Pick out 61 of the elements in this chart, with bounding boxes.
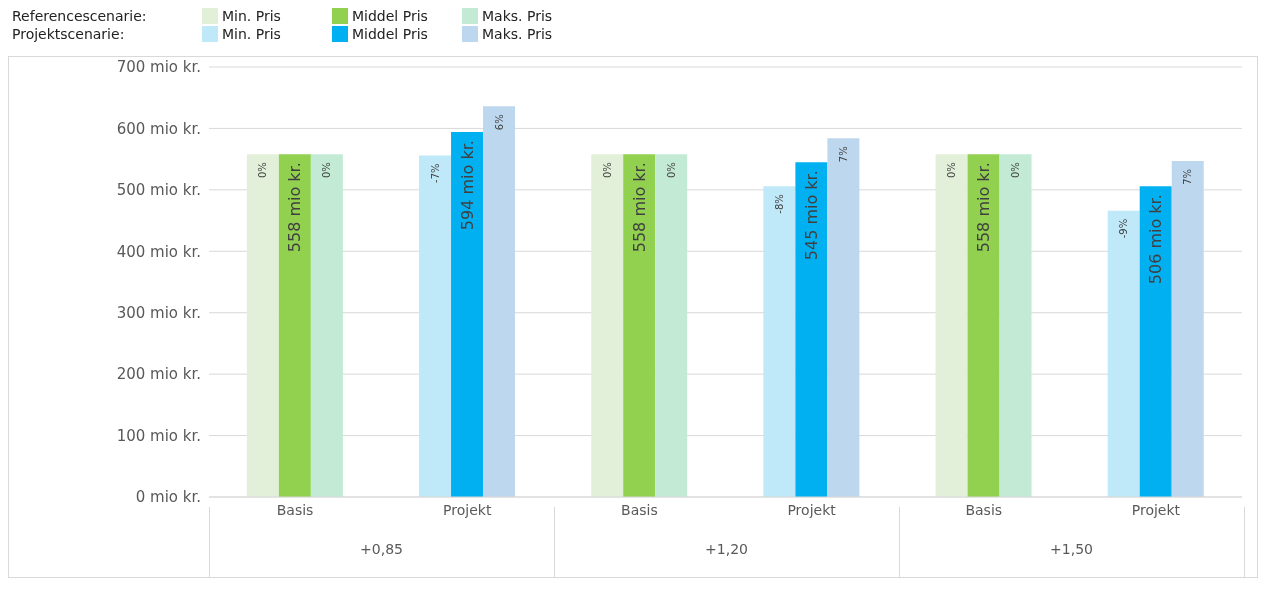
- annotation: 0%: [665, 162, 677, 179]
- x-tick-label: Basis: [621, 501, 658, 518]
- bar: [795, 162, 828, 497]
- annotation: -8%: [773, 194, 785, 214]
- x-tick-label: Projekt: [787, 501, 837, 518]
- x-tick-label: Projekt: [443, 501, 492, 518]
- x-tick-label: Projekt: [1131, 501, 1181, 518]
- annotation: -9%: [1118, 218, 1130, 239]
- y-tick-label: 100 mio kr.: [116, 426, 201, 445]
- annotation: 0%: [601, 162, 613, 179]
- annotation: 0%: [257, 162, 269, 179]
- bar: [655, 154, 688, 497]
- text: Referencescenarie:: [12, 8, 148, 24]
- data-label: 594 mio kr.: [457, 140, 477, 231]
- legend-label: Middel Pris: [352, 8, 428, 24]
- data-label: 558 mio kr.: [629, 162, 649, 253]
- text: +1,20: [704, 541, 749, 557]
- y-tick-label: 600 mio kr.: [116, 119, 201, 138]
- annotation: 6%: [493, 114, 505, 131]
- bar: [827, 138, 860, 497]
- annotation: 7%: [1182, 168, 1194, 185]
- bar: [999, 154, 1032, 497]
- y-tick-label: 400 mio kr.: [116, 242, 201, 261]
- y-tick-label: 200 mio kr.: [116, 365, 201, 384]
- data-label: 545 mio kr.: [801, 170, 821, 261]
- annotation: 0%: [946, 162, 958, 179]
- annotation: 0%: [1010, 162, 1022, 179]
- bar: [451, 132, 484, 497]
- y-tick-label: 500 mio kr.: [116, 181, 201, 200]
- text: +0,85: [359, 541, 404, 557]
- bar: [591, 154, 624, 497]
- bar: [967, 154, 1000, 497]
- legend-label: Middel Pris: [352, 26, 428, 42]
- bar: [935, 154, 968, 497]
- bar: [246, 154, 279, 497]
- y-tick-label: 0 mio kr.: [135, 488, 201, 507]
- bar: [278, 154, 311, 497]
- text: +1,50: [1049, 541, 1094, 557]
- bar: [763, 186, 796, 497]
- data-label: 506 mio kr.: [1146, 194, 1166, 285]
- legend-label: Maks. Pris: [482, 26, 553, 42]
- text: Projektscenarie:: [12, 26, 126, 42]
- legend-label: Min. Pris: [222, 8, 281, 24]
- bar: [1171, 160, 1204, 497]
- legend-label: Maks. Pris: [482, 8, 553, 24]
- y-tick-label: 700 mio kr.: [116, 58, 201, 77]
- annotation: -7%: [429, 163, 441, 183]
- data-label: 558 mio kr.: [285, 162, 305, 253]
- bar: [310, 154, 343, 497]
- bar: [483, 106, 516, 497]
- legend-label: Min. Pris: [222, 26, 281, 42]
- annotation: 0%: [321, 162, 333, 179]
- x-tick-label: Basis: [965, 501, 1003, 518]
- bar: [419, 155, 452, 497]
- data-label: 558 mio kr.: [974, 162, 994, 253]
- y-tick-label: 300 mio kr.: [116, 304, 201, 323]
- bar: [1139, 186, 1172, 497]
- bar: [1107, 210, 1140, 497]
- bar: [623, 154, 656, 497]
- x-tick-label: Basis: [276, 501, 314, 518]
- annotation: 7%: [837, 146, 849, 163]
